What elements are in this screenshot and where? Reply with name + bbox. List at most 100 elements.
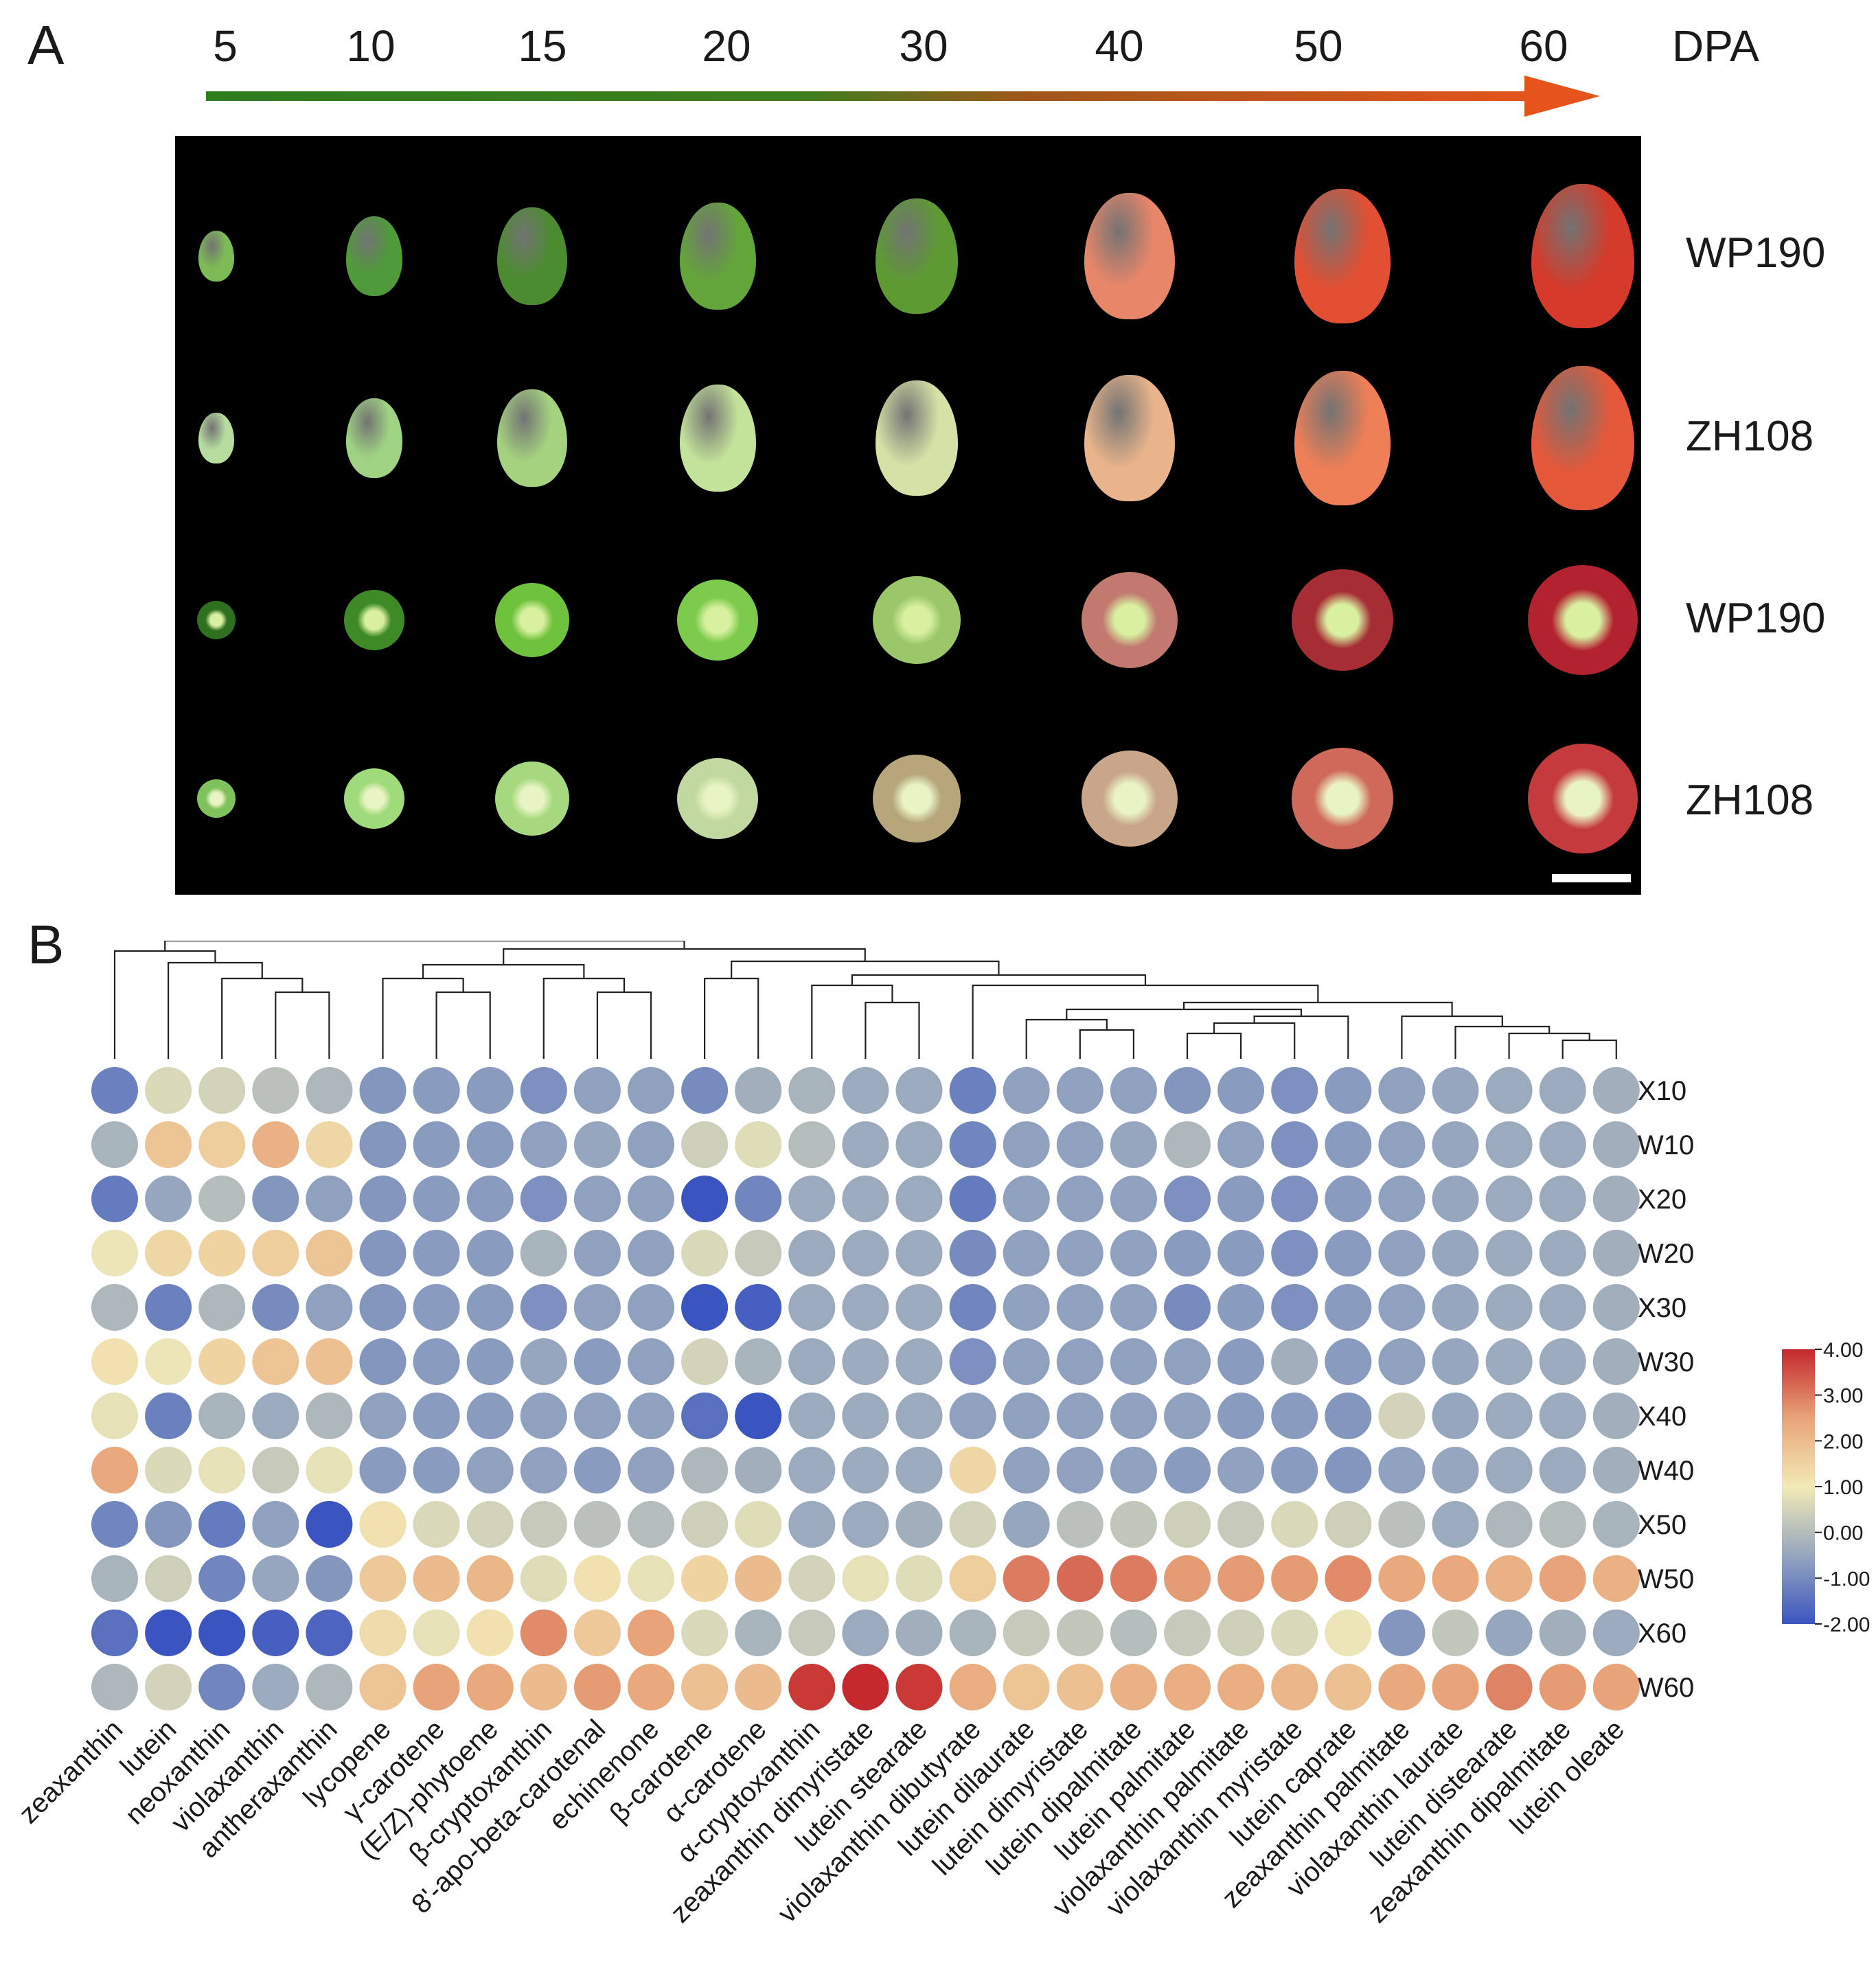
heatmap-cell — [1325, 1338, 1372, 1385]
dpa-tick-10: 10 — [346, 21, 396, 71]
heatmap-cell — [628, 1610, 674, 1656]
legend-tick-label: 3.00 — [1823, 1385, 1863, 1408]
heatmap-cell — [359, 1393, 407, 1439]
heatmap-cell — [842, 1610, 889, 1656]
heatmap-cell — [306, 1338, 353, 1385]
fruit-sample — [1531, 184, 1634, 328]
heatmap-cell — [91, 1664, 138, 1710]
heatmap-cell — [681, 1501, 729, 1548]
heatmap-cell — [1485, 1393, 1533, 1439]
heatmap-cell — [466, 1284, 514, 1331]
heatmap-cell — [466, 1393, 514, 1439]
heatmap-cell — [91, 1555, 138, 1602]
heatmap-cell — [359, 1447, 407, 1493]
heatmap-cell — [1003, 1230, 1050, 1276]
heatmap-cell — [1164, 1176, 1211, 1222]
heatmap-cell — [1325, 1230, 1372, 1276]
dpa-tick-50: 50 — [1294, 21, 1343, 71]
legend-color-bar — [1782, 1349, 1815, 1624]
dendrogram-branch — [221, 977, 304, 1059]
heatmap-cell — [1592, 1447, 1640, 1493]
heatmap-cell — [1432, 1284, 1479, 1331]
heatmap-cell — [252, 1067, 299, 1114]
heatmap-cell — [91, 1176, 138, 1222]
dendrogram-branch — [542, 977, 626, 1059]
heatmap-cell — [1325, 1067, 1372, 1114]
heatmap-cell — [1539, 1121, 1586, 1168]
column-dendrogram — [113, 941, 1617, 1059]
heatmap-cell — [842, 1555, 889, 1602]
legend-tick-label: 4.00 — [1823, 1339, 1863, 1362]
heatmap-row-label: W60 — [1638, 1673, 1694, 1703]
fruit-sample — [1081, 750, 1178, 847]
heatmap-cell — [1003, 1121, 1050, 1168]
heatmap-cell — [520, 1067, 567, 1114]
heatmap-cell — [1003, 1067, 1050, 1114]
heatmap-cell — [1539, 1284, 1586, 1331]
heatmap-cell — [1539, 1338, 1586, 1385]
dendrogram-branch — [435, 991, 491, 1059]
heatmap-cell — [1539, 1176, 1586, 1222]
heatmap-cell — [628, 1338, 674, 1385]
legend-tick-label: -1.00 — [1823, 1568, 1870, 1590]
fruit-sample — [676, 579, 759, 661]
heatmap-cell — [91, 1121, 138, 1168]
heatmap-cell — [895, 1338, 943, 1385]
heatmap-cell — [1592, 1230, 1640, 1276]
heatmap-cell — [1325, 1121, 1372, 1168]
heatmap-cell — [788, 1067, 836, 1114]
heatmap-cell — [788, 1555, 836, 1602]
heatmap-cell — [1592, 1067, 1640, 1114]
heatmap-cell — [895, 1393, 943, 1439]
heatmap-row-label: W20 — [1638, 1239, 1694, 1269]
heatmap-cell — [842, 1338, 889, 1385]
heatmap-cell — [520, 1393, 567, 1439]
heatmap-cell — [1485, 1067, 1533, 1114]
heatmap-cell — [949, 1664, 996, 1710]
heatmap-cell — [842, 1393, 889, 1439]
heatmap-cell — [359, 1230, 407, 1276]
heatmap-cell — [306, 1664, 353, 1710]
heatmap-cell — [1271, 1121, 1318, 1168]
fruit-sample — [497, 389, 567, 488]
dendrogram-branch — [865, 1001, 920, 1059]
heatmap-cell — [628, 1501, 674, 1548]
heatmap-cell — [1164, 1230, 1211, 1276]
heatmap-cell — [681, 1176, 729, 1222]
fruit-photograph — [175, 136, 1641, 895]
heatmap-cell — [1271, 1555, 1318, 1602]
dpa-tick-40: 40 — [1095, 21, 1144, 71]
heatmap-cell — [1432, 1501, 1479, 1548]
heatmap-cell — [145, 1284, 192, 1331]
heatmap-cell — [1432, 1230, 1479, 1276]
arrow-head — [1524, 76, 1600, 117]
heatmap-cell — [735, 1338, 782, 1385]
fruit-sample — [1531, 366, 1634, 510]
heatmap-cell — [306, 1393, 353, 1439]
heatmap-cell — [466, 1447, 514, 1493]
dpa-tick-15: 15 — [518, 21, 567, 71]
heatmap-cell — [1325, 1610, 1372, 1656]
heatmap-cell — [198, 1393, 246, 1439]
heatmap-cell — [359, 1121, 407, 1168]
heatmap-cell — [466, 1121, 514, 1168]
heatmap-cell — [413, 1284, 460, 1331]
heatmap-cell — [359, 1501, 407, 1548]
heatmap-cell — [1003, 1338, 1050, 1385]
heatmap-cell — [735, 1230, 782, 1276]
fruit-sample — [344, 768, 404, 829]
heatmap-cell — [735, 1393, 782, 1439]
heatmap-cell — [1432, 1176, 1479, 1222]
heatmap-cell — [145, 1230, 192, 1276]
heatmap-cell — [252, 1230, 299, 1276]
heatmap-cell — [306, 1447, 353, 1493]
heatmap-cell — [198, 1338, 246, 1385]
fruit-sample — [1294, 189, 1391, 323]
heatmap-row-label: X20 — [1638, 1184, 1686, 1215]
heatmap-cell — [573, 1067, 621, 1114]
heatmap-cell — [1217, 1284, 1265, 1331]
heatmap-cell — [1003, 1447, 1050, 1493]
heatmap-cell — [1110, 1121, 1157, 1168]
heatmap-cell — [573, 1501, 621, 1548]
heatmap-cell — [949, 1501, 996, 1548]
